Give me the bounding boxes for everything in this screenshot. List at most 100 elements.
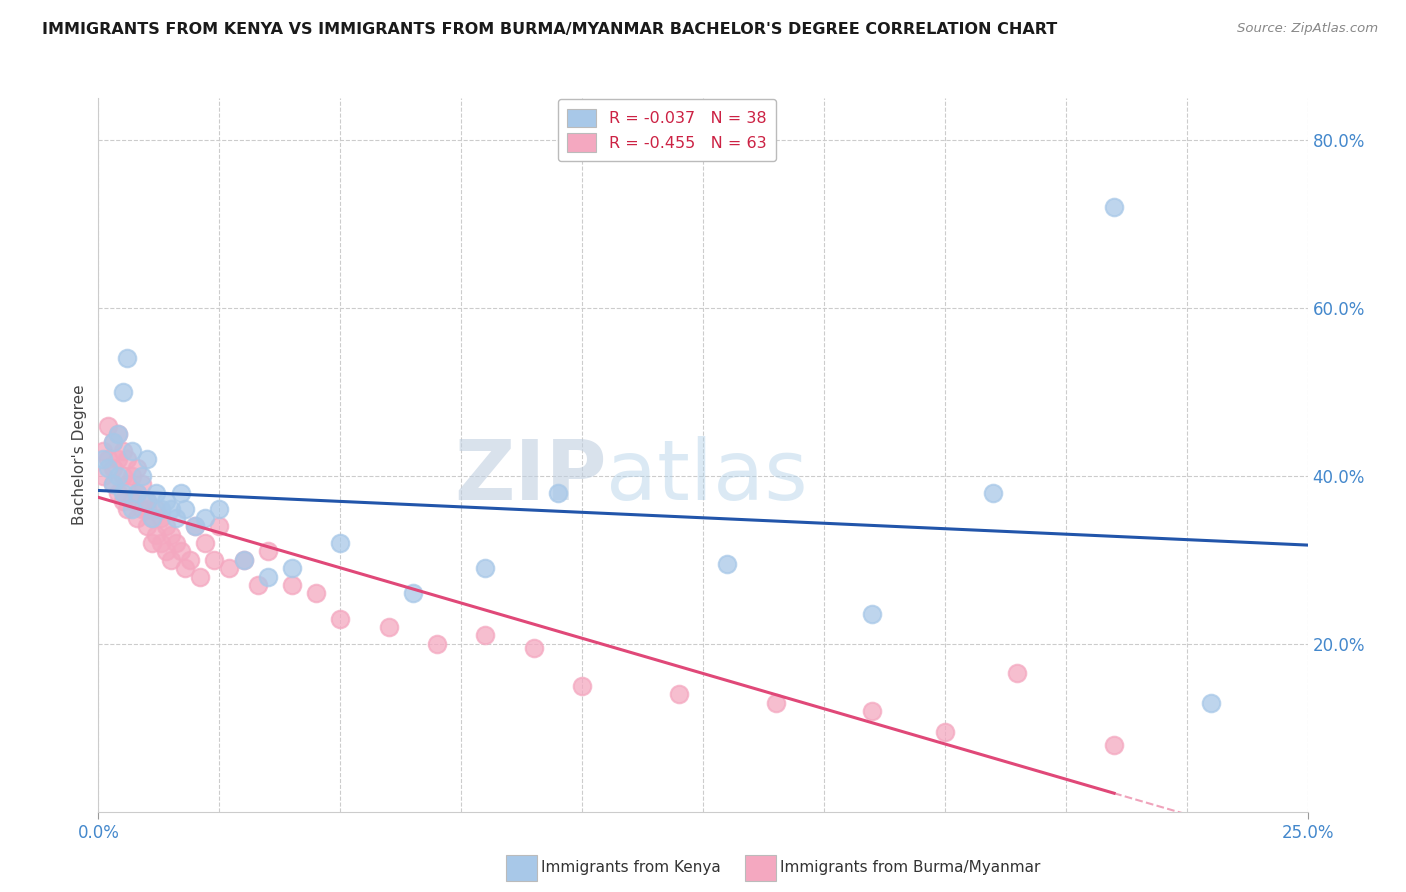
Point	[232, 553, 254, 567]
Point	[281, 578, 304, 592]
Point	[981, 485, 1004, 500]
Point	[232, 553, 254, 567]
Point	[169, 485, 191, 500]
Point	[107, 469, 129, 483]
Point	[91, 443, 114, 458]
Point	[204, 553, 226, 567]
Point	[860, 704, 883, 718]
Text: Source: ZipAtlas.com: Source: ZipAtlas.com	[1237, 22, 1378, 36]
Point	[91, 452, 114, 467]
Point	[97, 418, 120, 433]
Point	[765, 696, 787, 710]
Point	[305, 586, 328, 600]
Point	[127, 485, 149, 500]
Point	[97, 460, 120, 475]
Point	[329, 536, 352, 550]
Point	[474, 561, 496, 575]
Point	[135, 494, 157, 508]
Point	[101, 477, 124, 491]
Point	[121, 443, 143, 458]
Point	[668, 687, 690, 701]
Point	[121, 502, 143, 516]
Y-axis label: Bachelor's Degree: Bachelor's Degree	[72, 384, 87, 525]
Point	[101, 460, 124, 475]
Point	[127, 511, 149, 525]
Point	[135, 519, 157, 533]
Point	[131, 477, 153, 491]
Legend: R = -0.037   N = 38, R = -0.455   N = 63: R = -0.037 N = 38, R = -0.455 N = 63	[558, 99, 776, 161]
Point	[1007, 666, 1029, 681]
Point	[101, 477, 124, 491]
Point	[131, 469, 153, 483]
Text: atlas: atlas	[606, 436, 808, 516]
Point	[141, 511, 163, 525]
Point	[256, 544, 278, 558]
Point	[377, 620, 399, 634]
Point	[141, 536, 163, 550]
Point	[256, 569, 278, 583]
Point	[155, 494, 177, 508]
Point	[165, 536, 187, 550]
Point	[523, 640, 546, 655]
Text: ZIP: ZIP	[454, 436, 606, 516]
Point	[145, 527, 167, 541]
Point	[179, 553, 201, 567]
Point	[91, 469, 114, 483]
Point	[716, 557, 738, 571]
Point	[247, 578, 270, 592]
Point	[111, 469, 134, 483]
Point	[117, 452, 139, 467]
Point	[934, 725, 956, 739]
Point	[107, 426, 129, 441]
Point	[135, 452, 157, 467]
Point	[111, 485, 134, 500]
Point	[141, 511, 163, 525]
Point	[184, 519, 207, 533]
Point	[150, 502, 173, 516]
Point	[121, 469, 143, 483]
Point	[107, 452, 129, 467]
Point	[329, 612, 352, 626]
Point	[1102, 738, 1125, 752]
Text: Immigrants from Kenya: Immigrants from Kenya	[541, 860, 721, 874]
Point	[174, 502, 197, 516]
Point	[111, 384, 134, 399]
Point	[135, 502, 157, 516]
Point	[184, 519, 207, 533]
Point	[547, 485, 569, 500]
Point	[135, 494, 157, 508]
Point	[111, 494, 134, 508]
Point	[155, 544, 177, 558]
Point	[426, 637, 449, 651]
Point	[160, 527, 183, 541]
Point	[160, 553, 183, 567]
Point	[127, 485, 149, 500]
Point	[1102, 200, 1125, 214]
Point	[194, 511, 217, 525]
Point	[127, 460, 149, 475]
Point	[402, 586, 425, 600]
Point	[194, 536, 217, 550]
Point	[107, 426, 129, 441]
Point	[145, 502, 167, 516]
Point	[174, 561, 197, 575]
Point	[165, 511, 187, 525]
Point	[150, 511, 173, 525]
Point	[111, 443, 134, 458]
Point	[218, 561, 240, 575]
Point	[208, 502, 231, 516]
Point	[131, 502, 153, 516]
Point	[155, 519, 177, 533]
Text: Immigrants from Burma/Myanmar: Immigrants from Burma/Myanmar	[780, 860, 1040, 874]
Point	[281, 561, 304, 575]
Point	[1199, 696, 1222, 710]
Point	[169, 544, 191, 558]
Point	[97, 452, 120, 467]
Point	[121, 494, 143, 508]
Point	[117, 351, 139, 366]
Point	[101, 435, 124, 450]
Point	[860, 607, 883, 622]
Point	[117, 477, 139, 491]
Point	[150, 536, 173, 550]
Point	[208, 519, 231, 533]
